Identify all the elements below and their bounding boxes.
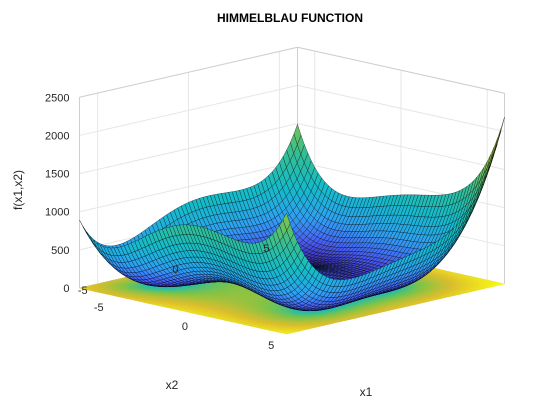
box-edge (297, 46, 505, 94)
floor-cell (495, 282, 505, 286)
surface-mesh (79, 117, 505, 311)
box-edge (79, 46, 298, 98)
